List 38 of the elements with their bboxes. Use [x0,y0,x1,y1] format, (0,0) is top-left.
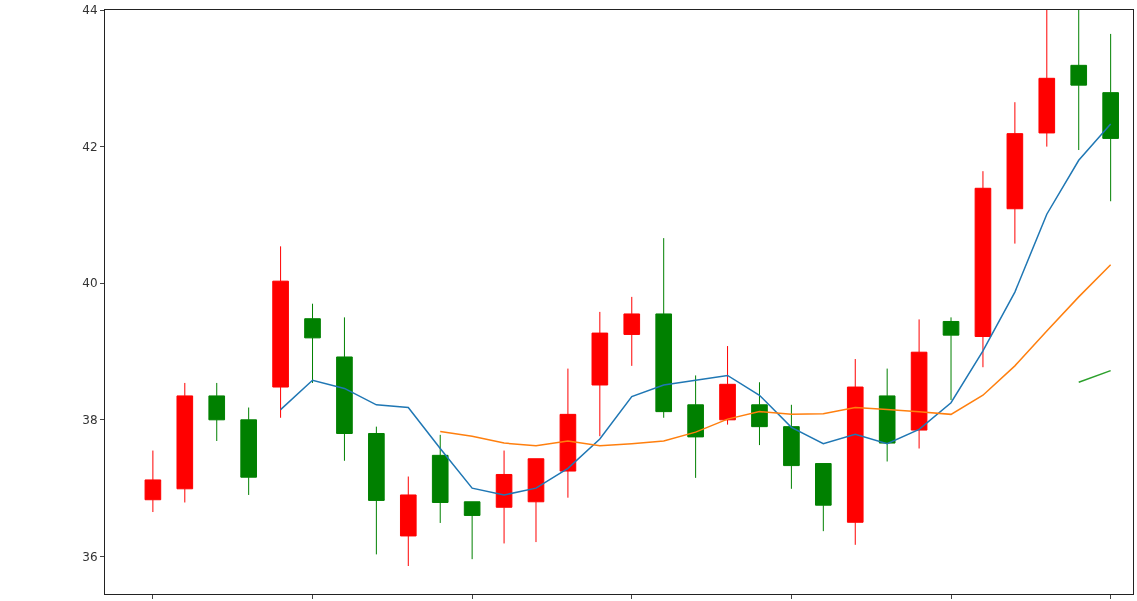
candlestick [463,501,481,560]
candlestick [527,458,545,543]
candlestick [815,463,832,532]
candlestick [974,170,992,368]
candlestick [719,345,736,426]
candlestick [208,382,226,442]
candlestick [240,407,257,496]
candlestick [655,237,673,419]
candlestick [1038,10,1056,148]
candlestick [1006,101,1024,245]
candlestick [751,381,768,446]
candlestick [910,318,928,450]
candlestick [687,374,704,479]
candlestick [399,476,417,567]
candlestick [1102,33,1119,202]
candlestick [336,316,353,462]
candlestick [591,311,609,437]
line-series [439,264,1112,447]
candlestick [783,404,800,490]
line-series [279,123,1112,496]
candlestick [304,303,321,384]
candlestick [144,450,162,513]
candlestick [176,382,194,503]
y-tick-label: 38 [82,413,98,428]
y-tick-label: 42 [82,139,98,154]
y-tick-label: 36 [82,549,98,564]
candlestick [559,368,577,499]
candlestick [368,426,385,555]
candlestick [1070,10,1088,151]
candlestick [942,316,960,401]
y-tick-label: 40 [82,276,98,291]
candlestick [272,245,289,419]
candlestick [623,296,641,367]
candlestick [495,450,513,544]
y-tick-label: 44 [82,3,98,18]
candlestick [431,434,449,524]
candlestick [878,368,896,462]
candlestick [846,358,864,546]
